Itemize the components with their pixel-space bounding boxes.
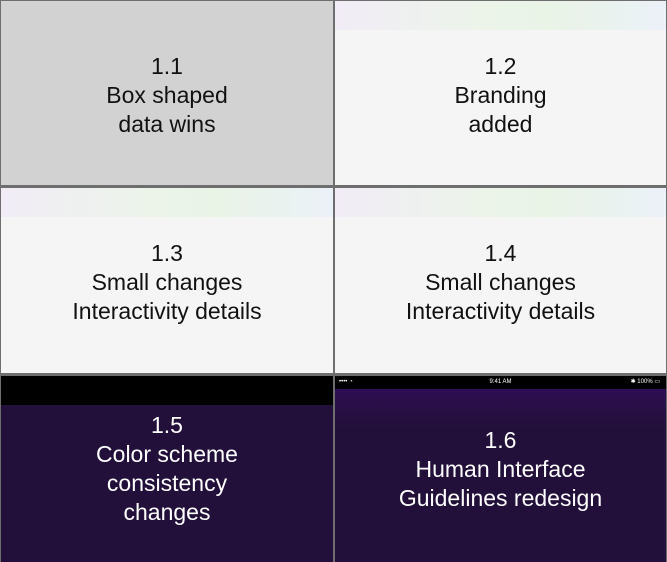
tile-version: 1.3 bbox=[151, 240, 183, 266]
tile-label: 1.5 Color scheme consistency changes bbox=[1, 411, 333, 527]
tile-line: Box shaped bbox=[106, 82, 228, 108]
tile-1-1[interactable]: 1.1 Box shaped data wins bbox=[1, 1, 333, 185]
tile-label: 1.2 Branding added bbox=[335, 52, 666, 139]
tile-version: 1.2 bbox=[484, 53, 517, 79]
tile-1-2[interactable]: 1.2 Branding added bbox=[335, 1, 666, 185]
tile-label: 1.1 Box shaped data wins bbox=[1, 52, 333, 139]
status-bar: •••• ◔ 9:41 AM ✱ 100% ▭ bbox=[335, 376, 666, 389]
tile-line: Branding bbox=[454, 82, 547, 108]
tile-1-5[interactable]: 1.5 Color scheme consistency changes bbox=[1, 376, 333, 562]
tile-line: changes bbox=[123, 499, 211, 525]
tile-line: Small changes bbox=[425, 269, 576, 295]
tile-version: 1.4 bbox=[484, 240, 517, 266]
tile-line: Human Interface bbox=[415, 456, 586, 482]
tile-line: Color scheme bbox=[96, 441, 238, 467]
gradient-band bbox=[1, 188, 333, 217]
tile-line: Small changes bbox=[91, 269, 243, 295]
signal-icon: •••• ◔ bbox=[339, 379, 353, 385]
tile-version: 1.1 bbox=[151, 53, 183, 79]
tile-label: 1.4 Small changes Interactivity details bbox=[335, 239, 666, 326]
tile-1-4[interactable]: 1.4 Small changes Interactivity details bbox=[335, 188, 666, 373]
tile-line: added bbox=[468, 111, 533, 137]
gradient-band bbox=[335, 1, 666, 30]
tile-line: data wins bbox=[118, 111, 216, 137]
dark-top-bar bbox=[1, 376, 333, 405]
battery-icon: ✱ 100% ▭ bbox=[630, 379, 660, 385]
tile-1-6[interactable]: •••• ◔ 9:41 AM ✱ 100% ▭ 1.6 Human Interf… bbox=[335, 376, 666, 562]
tile-line: Guidelines redesign bbox=[398, 485, 603, 511]
tile-label: 1.3 Small changes Interactivity details bbox=[1, 239, 333, 326]
tile-1-3[interactable]: 1.3 Small changes Interactivity details bbox=[1, 188, 333, 373]
status-time: 9:41 AM bbox=[489, 379, 512, 385]
tile-line: Interactivity details bbox=[72, 298, 262, 324]
purple-header-band bbox=[335, 389, 666, 429]
tile-version: 1.6 bbox=[484, 427, 517, 453]
gradient-band bbox=[335, 188, 666, 217]
tile-line: consistency bbox=[106, 470, 228, 496]
tile-label: 1.6 Human Interface Guidelines redesign bbox=[335, 426, 666, 513]
tile-line: Interactivity details bbox=[405, 298, 596, 324]
tile-version: 1.5 bbox=[151, 412, 183, 438]
